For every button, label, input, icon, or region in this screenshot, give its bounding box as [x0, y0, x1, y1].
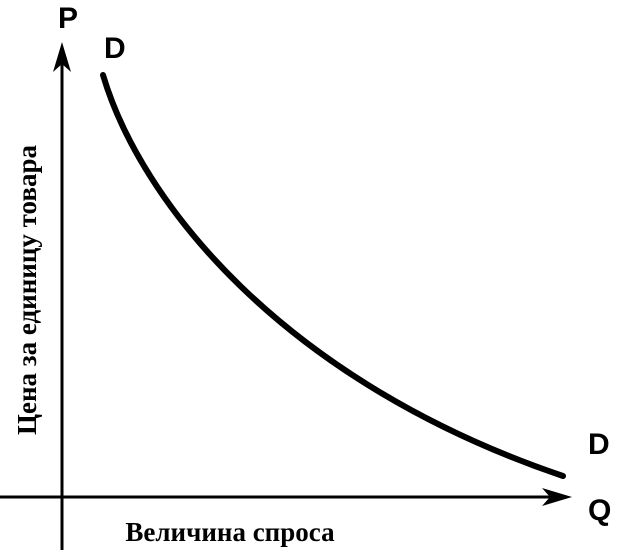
x-axis-label: Величина спроса	[125, 517, 335, 547]
curve-label-start: D	[104, 32, 126, 65]
x-axis-letter: Q	[588, 494, 611, 527]
y-axis-arrow	[53, 42, 71, 72]
y-axis-letter: P	[58, 2, 78, 35]
x-axis-arrow	[542, 488, 572, 506]
demand-curve	[100, 72, 566, 479]
y-axis-label: Цена за единицу товара	[12, 145, 42, 435]
curve-label-end: D	[588, 428, 610, 461]
